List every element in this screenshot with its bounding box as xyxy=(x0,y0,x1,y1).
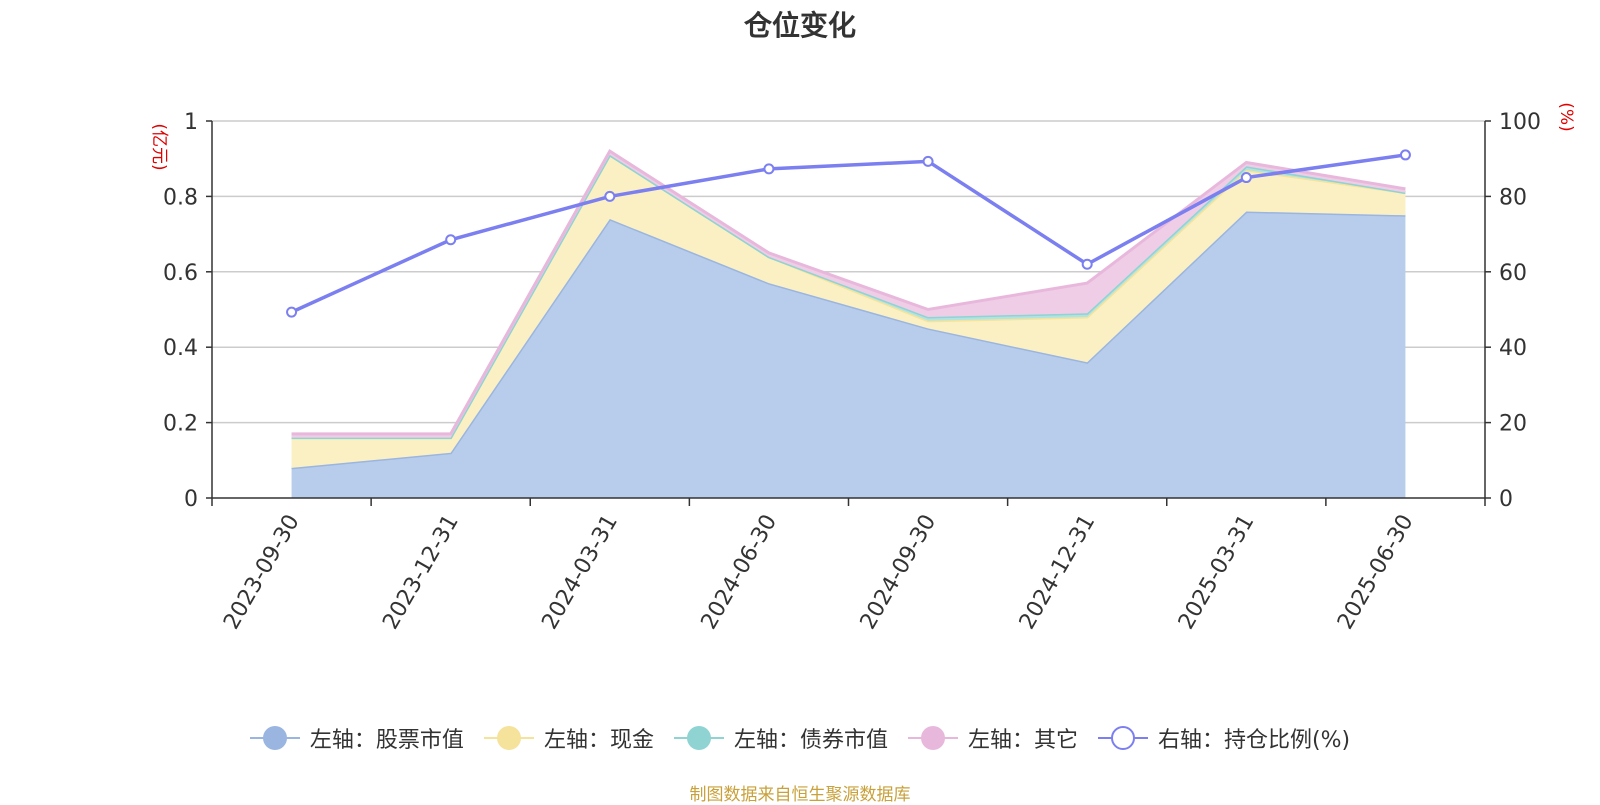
area-series-1 xyxy=(291,154,1406,468)
legend-label-cash: 左轴：现金 xyxy=(543,728,654,753)
legend-label-ratio: 右轴：持仓比例(%) xyxy=(1157,728,1351,753)
x-axis-tick-label: 2024-06-30 xyxy=(697,511,783,634)
left-axis-tick-label: 1 xyxy=(184,110,198,135)
right-axis-tick-label: 40 xyxy=(1499,336,1527,361)
legend-item-stock[interactable]: 左轴：股票市值 xyxy=(249,722,464,754)
legend-marker-cash-icon xyxy=(483,726,534,750)
left-axis-tick-label: 0.2 xyxy=(163,412,198,437)
position-chart: 0 0.2 0.4 0.6 0.8 1 0 20 40 60 80 100 (亿元) (%) 2023-09… xyxy=(149,102,1576,634)
ratio-point xyxy=(1240,172,1252,184)
ratio-point xyxy=(604,190,616,202)
ratio-point xyxy=(445,234,457,246)
data-source-note: 制图数据来自恒生聚源数据库 xyxy=(689,785,911,805)
x-axis-tick-label: 2025-06-30 xyxy=(1333,511,1419,634)
left-axis-tick-label: 0.8 xyxy=(163,185,198,210)
legend-item-other[interactable]: 左轴：其它 xyxy=(907,722,1078,754)
legend-label-stock: 左轴：股票市值 xyxy=(309,728,464,753)
area-series-0 xyxy=(291,211,1406,499)
right-axis-unit: (%) xyxy=(1556,102,1576,131)
ratio-point xyxy=(286,306,298,318)
right-axis-tick-label: 60 xyxy=(1499,261,1527,286)
x-axis-tick-label: 2024-09-30 xyxy=(856,511,942,634)
left-axis-unit: (亿元) xyxy=(149,123,169,170)
right-axis-tick-label: 20 xyxy=(1499,412,1527,437)
ratio-line xyxy=(290,153,1406,314)
legend-marker-stock-icon xyxy=(249,726,300,750)
legend-marker-bond-icon xyxy=(673,726,724,750)
chart-title: 仓位变化 xyxy=(743,9,856,42)
legend-label-bond: 左轴：债券市值 xyxy=(733,728,888,753)
right-axis-tick-label: 100 xyxy=(1499,110,1541,135)
x-axis-tick-label: 2024-12-31 xyxy=(1015,511,1101,634)
right-axis-tick-label: 80 xyxy=(1499,185,1527,210)
x-axis-tick-label: 2023-09-30 xyxy=(219,511,305,634)
left-axis-tick-label: 0.4 xyxy=(163,336,198,361)
legend-marker-other-icon xyxy=(907,726,958,750)
ratio-point xyxy=(922,155,934,167)
legend-item-ratio[interactable]: 右轴：持仓比例(%) xyxy=(1097,722,1351,754)
legend-marker-ratio-icon xyxy=(1097,726,1148,750)
legend-label-other: 左轴：其它 xyxy=(967,728,1078,753)
x-axis-tick-label: 2025-03-31 xyxy=(1174,511,1260,634)
left-axis-tick-label: 0.6 xyxy=(163,261,198,286)
right-axis-tick-label: 0 xyxy=(1499,487,1513,512)
ratio-point xyxy=(1399,149,1411,161)
left-axis-tick-label: 0 xyxy=(184,487,198,512)
chart-legend: 左轴：股票市值 左轴：现金 左轴：债券市值 左轴：其它 右轴：持仓比例(%) xyxy=(0,722,1600,754)
ratio-point xyxy=(1081,258,1093,270)
x-axis-tick-label: 2024-03-31 xyxy=(537,511,623,634)
x-axis-tick-label: 2023-12-31 xyxy=(378,511,464,634)
area-series-line-3 xyxy=(291,149,1406,436)
legend-item-cash[interactable]: 左轴：现金 xyxy=(483,722,654,754)
ratio-point xyxy=(763,163,775,175)
legend-item-bond[interactable]: 左轴：债券市值 xyxy=(673,722,888,754)
